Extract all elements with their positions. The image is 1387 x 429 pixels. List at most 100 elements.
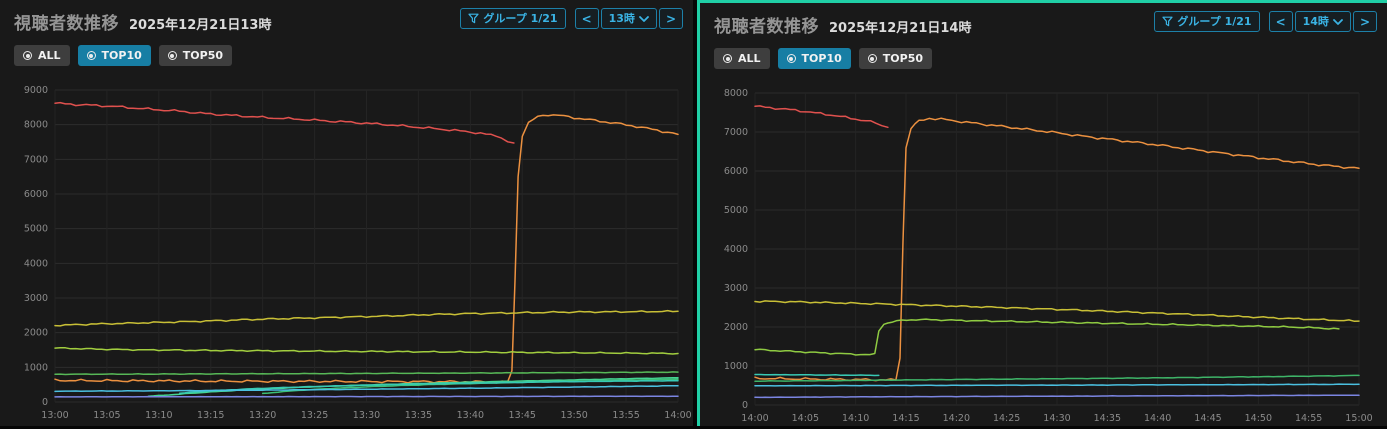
chart-panel-hour13: 視聴者数推移 2025年12月21日13時 グループ 1/21 < 13時 > …: [0, 0, 693, 426]
series-cyan: [754, 383, 1360, 387]
chart-panel-hour14: 視聴者数推移 2025年12月21日14時 グループ 1/21 < 14時 > …: [697, 0, 1387, 426]
y-axis-tick-label: 7000: [724, 127, 748, 138]
series-teal: [754, 373, 880, 377]
radio-icon: [167, 51, 177, 60]
series-green: [754, 374, 1360, 382]
x-axis-tick-label: 14:00: [664, 410, 691, 421]
filter-top10-button[interactable]: TOP10: [77, 45, 151, 66]
x-axis-tick-label: 14:55: [1295, 413, 1322, 424]
series-cyan: [54, 385, 679, 393]
x-axis-tick-label: 14:20: [943, 413, 970, 424]
x-axis-tick-label: 13:30: [353, 410, 380, 421]
y-axis-tick-label: 7000: [24, 154, 48, 165]
x-axis-tick-label: 13:25: [301, 410, 328, 421]
chart-controls: グループ 1/21 < 13時 >: [460, 8, 683, 29]
hour-select-value: 13時: [608, 12, 635, 25]
y-axis-tick-label: 0: [42, 397, 48, 408]
next-hour-button[interactable]: >: [658, 8, 683, 29]
x-axis-tick-label: 15:00: [1345, 413, 1372, 424]
series-orange: [54, 114, 679, 384]
series-yellow-green: [754, 318, 1340, 356]
viewer-count-line-chart-13[interactable]: 0 1000 2000 3000 4000 5000 6000 7000 8000 9000 13:…: [0, 68, 693, 426]
x-axis-tick-label: 13:45: [509, 410, 536, 421]
filter-label: ALL: [738, 52, 761, 65]
x-axis-tick-label: 14:05: [792, 413, 819, 424]
series-red: [54, 101, 515, 144]
filter-label: ALL: [38, 49, 61, 62]
radio-icon: [786, 54, 796, 63]
panel-header: 視聴者数推移 2025年12月21日13時: [0, 0, 693, 34]
series-green: [54, 371, 679, 376]
series-blue-purple: [754, 394, 1360, 399]
group-filter-button[interactable]: グループ 1/21: [460, 8, 566, 29]
filter-top10-button[interactable]: TOP10: [777, 48, 851, 69]
x-axis-tick-label: 13:40: [457, 410, 484, 421]
date-label: 2025年12月21日14時: [829, 21, 972, 36]
radio-icon: [867, 54, 877, 63]
filter-funnel-icon: [468, 13, 480, 24]
x-axis-tick-label: 14:45: [1194, 413, 1221, 424]
y-axis-tick-label: 8000: [724, 88, 748, 99]
x-axis-tick-label: 14:50: [1245, 413, 1272, 424]
filter-top50-button[interactable]: TOP50: [158, 45, 233, 66]
x-axis-tick-label: 13:20: [249, 410, 276, 421]
hour-select[interactable]: 13時: [600, 8, 657, 29]
series-yellow-green: [54, 346, 679, 355]
x-axis-tick-label: 13:05: [93, 410, 120, 421]
series-red: [754, 105, 889, 129]
y-axis-tick-label: 1000: [724, 361, 748, 372]
x-axis-tick-label: 13:10: [145, 410, 172, 421]
series-blue-purple: [54, 395, 679, 398]
y-axis-tick-label: 9000: [24, 85, 48, 96]
y-axis-tick-label: 5000: [24, 224, 48, 235]
filter-funnel-icon: [1162, 16, 1174, 27]
x-axis-tick-label: 13:15: [197, 410, 224, 421]
prev-hour-button[interactable]: <: [1268, 11, 1293, 32]
y-axis-tick-label: 8000: [24, 120, 48, 131]
y-axis-tick-label: 3000: [24, 293, 48, 304]
chart-controls: グループ 1/21 < 14時 >: [1154, 11, 1377, 32]
filter-all-button[interactable]: ALL: [714, 48, 770, 69]
series-teal: [178, 379, 679, 394]
filter-label: TOP50: [182, 49, 224, 62]
x-axis-tick-label: 14:30: [1043, 413, 1070, 424]
radio-icon: [23, 51, 32, 60]
x-axis-tick-label: 14:40: [1144, 413, 1171, 424]
x-axis-tick-label: 13:55: [612, 410, 639, 421]
panel-header: 視聴者数推移 2025年12月21日14時: [700, 3, 1387, 37]
x-axis-tick-label: 14:00: [741, 413, 768, 424]
chevron-down-icon: [1333, 18, 1343, 25]
next-hour-button[interactable]: >: [1352, 11, 1377, 32]
x-axis-tick-label: 13:00: [41, 410, 68, 421]
series-orange: [754, 117, 1360, 382]
filter-top50-button[interactable]: TOP50: [858, 48, 933, 69]
group-filter-label: グループ 1/21: [1177, 15, 1252, 28]
x-axis-tick-label: 13:35: [405, 410, 432, 421]
scope-filter-group: ALL TOP10 TOP50: [700, 37, 1387, 69]
page-title: 視聴者数推移: [14, 14, 119, 34]
scope-filter-group: ALL TOP10 TOP50: [0, 34, 693, 66]
y-axis-tick-label: 6000: [724, 166, 748, 177]
page-title: 視聴者数推移: [714, 17, 819, 37]
viewer-count-line-chart-14[interactable]: 0 1000 2000 3000 4000 5000 6000 7000 8000 14:00 14…: [700, 71, 1387, 429]
hour-select[interactable]: 14時: [1294, 11, 1351, 32]
series-olive: [754, 300, 1360, 322]
y-axis-tick-label: 0: [742, 400, 748, 411]
radio-icon: [86, 51, 96, 60]
radio-icon: [723, 54, 732, 63]
y-axis-tick-label: 4000: [724, 244, 748, 255]
filter-label: TOP10: [101, 49, 142, 62]
date-label: 2025年12月21日13時: [129, 18, 272, 33]
x-axis-tick-label: 14:15: [892, 413, 919, 424]
filter-label: TOP10: [801, 52, 842, 65]
y-axis-tick-label: 3000: [724, 283, 748, 294]
group-filter-button[interactable]: グループ 1/21: [1154, 11, 1260, 32]
group-filter-label: グループ 1/21: [483, 12, 558, 25]
y-axis-tick-label: 1000: [24, 362, 48, 373]
y-axis-tick-label: 4000: [24, 258, 48, 269]
prev-hour-button[interactable]: <: [574, 8, 599, 29]
y-axis-tick-label: 2000: [724, 322, 748, 333]
filter-all-button[interactable]: ALL: [14, 45, 70, 66]
x-axis-tick-label: 14:35: [1094, 413, 1121, 424]
